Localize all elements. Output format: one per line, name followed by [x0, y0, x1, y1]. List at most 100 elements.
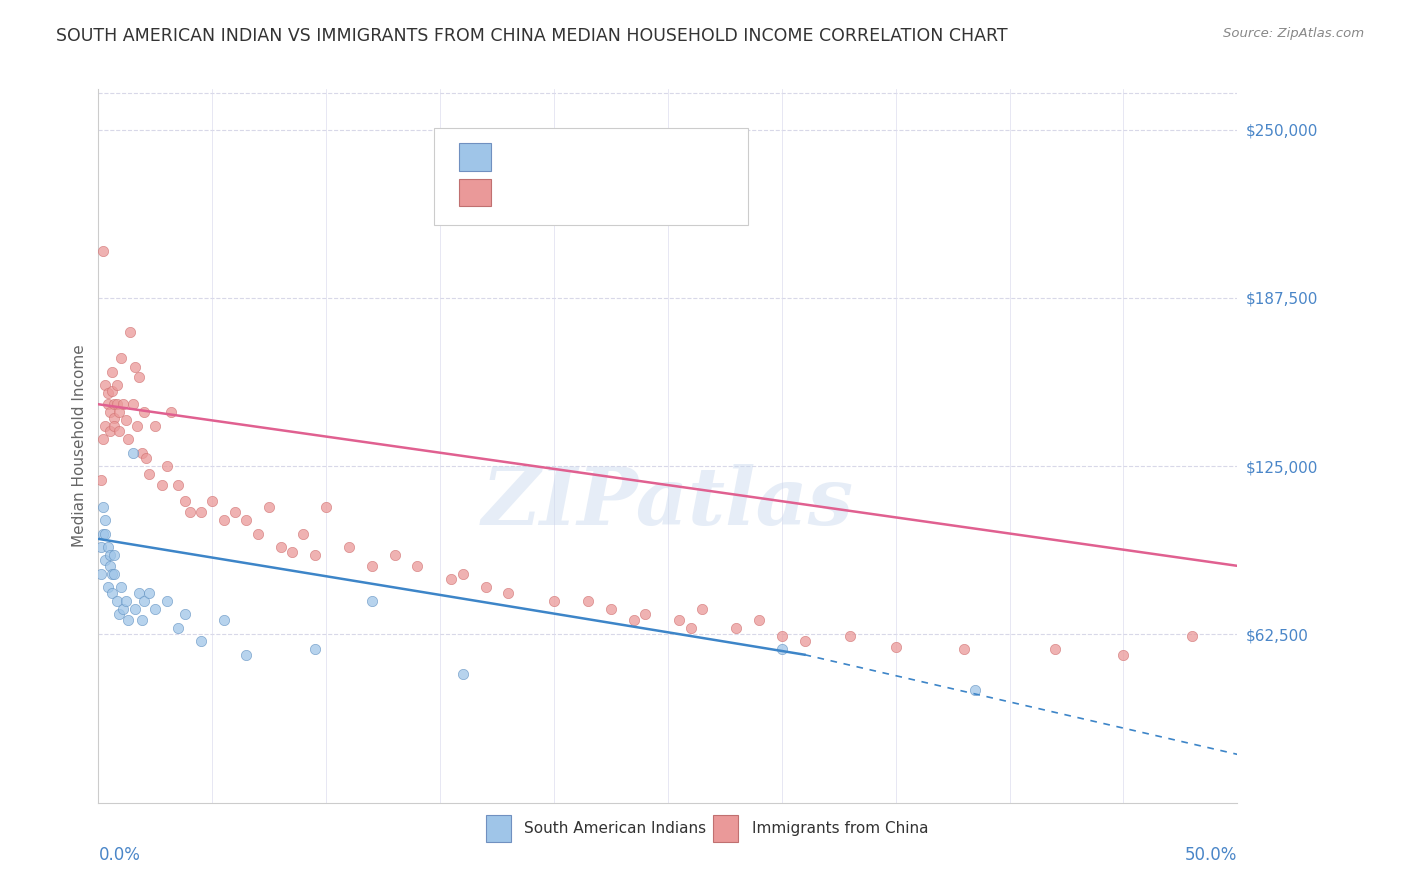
Text: South American Indians: South American Indians [524, 821, 706, 836]
Point [360, 558, 382, 573]
Point [101, 586, 124, 600]
Point [112, 602, 135, 616]
Point [174, 607, 197, 622]
Point [98, 424, 121, 438]
Point [131, 613, 153, 627]
Point [103, 397, 125, 411]
Point [474, 580, 496, 594]
Point [91, 432, 114, 446]
Text: SOUTH AMERICAN INDIAN VS IMMIGRANTS FROM CHINA MEDIAN HOUSEHOLD INCOME CORRELATI: SOUTH AMERICAN INDIAN VS IMMIGRANTS FROM… [56, 27, 1008, 45]
Text: N =: N = [612, 150, 643, 164]
Point [690, 602, 713, 616]
Point [150, 478, 173, 492]
Point [90, 540, 112, 554]
Point [132, 594, 155, 608]
Point [138, 586, 160, 600]
Point [108, 424, 131, 438]
Point [105, 397, 128, 411]
Point [634, 607, 657, 622]
Point [110, 351, 132, 366]
Text: Source: ZipAtlas.com: Source: ZipAtlas.com [1223, 27, 1364, 40]
Point [103, 410, 125, 425]
Point [793, 634, 815, 648]
Point [101, 384, 124, 398]
Text: 39: 39 [648, 150, 669, 164]
Text: -0.372: -0.372 [537, 186, 589, 200]
Point [259, 500, 281, 514]
Text: R =: R = [503, 150, 534, 164]
Text: -0.288: -0.288 [537, 150, 589, 164]
Y-axis label: Median Household Income: Median Household Income [72, 344, 87, 548]
Point [112, 397, 135, 411]
Text: 76: 76 [648, 186, 669, 200]
Point [124, 359, 146, 374]
Point [498, 586, 520, 600]
Point [212, 513, 235, 527]
Point [98, 548, 121, 562]
Point [384, 548, 406, 562]
Point [105, 378, 128, 392]
Point [965, 682, 987, 697]
Point [103, 566, 125, 581]
Point [96, 397, 118, 411]
Point [748, 613, 770, 627]
FancyBboxPatch shape [460, 179, 491, 206]
Point [190, 505, 212, 519]
Point [114, 594, 136, 608]
Point [174, 494, 197, 508]
Point [304, 642, 326, 657]
Point [128, 370, 150, 384]
Point [91, 526, 114, 541]
Point [131, 446, 153, 460]
Point [201, 494, 224, 508]
Point [190, 634, 212, 648]
Point [770, 642, 793, 657]
Point [96, 580, 118, 594]
Point [1181, 629, 1204, 643]
Point [156, 459, 179, 474]
Point [94, 378, 117, 392]
Point [451, 566, 474, 581]
Point [304, 548, 326, 562]
Point [91, 500, 114, 514]
Point [725, 621, 748, 635]
Point [94, 526, 117, 541]
FancyBboxPatch shape [485, 815, 510, 842]
Point [246, 526, 269, 541]
Point [105, 594, 128, 608]
Text: 50.0%: 50.0% [1185, 846, 1237, 863]
Point [839, 629, 862, 643]
Point [101, 566, 124, 581]
Point [623, 613, 645, 627]
Point [224, 505, 246, 519]
Point [145, 418, 167, 433]
Point [124, 602, 146, 616]
Point [117, 432, 139, 446]
Point [281, 545, 304, 559]
Point [94, 553, 117, 567]
Point [167, 478, 190, 492]
Point [128, 586, 150, 600]
Point [94, 418, 117, 433]
Point [103, 548, 125, 562]
Point [167, 621, 190, 635]
Point [156, 594, 179, 608]
Point [770, 629, 793, 643]
Point [98, 558, 121, 573]
Point [315, 500, 337, 514]
Point [406, 558, 429, 573]
FancyBboxPatch shape [713, 815, 738, 842]
Point [132, 405, 155, 419]
Point [1112, 648, 1135, 662]
Point [440, 572, 463, 586]
Point [103, 418, 125, 433]
Point [884, 640, 907, 654]
Text: Immigrants from China: Immigrants from China [752, 821, 928, 836]
Point [953, 642, 976, 657]
Point [451, 666, 474, 681]
Text: R =: R = [503, 186, 534, 200]
Point [337, 540, 360, 554]
Text: ZIPatlas: ZIPatlas [482, 465, 853, 541]
Point [1043, 642, 1066, 657]
Point [108, 607, 131, 622]
